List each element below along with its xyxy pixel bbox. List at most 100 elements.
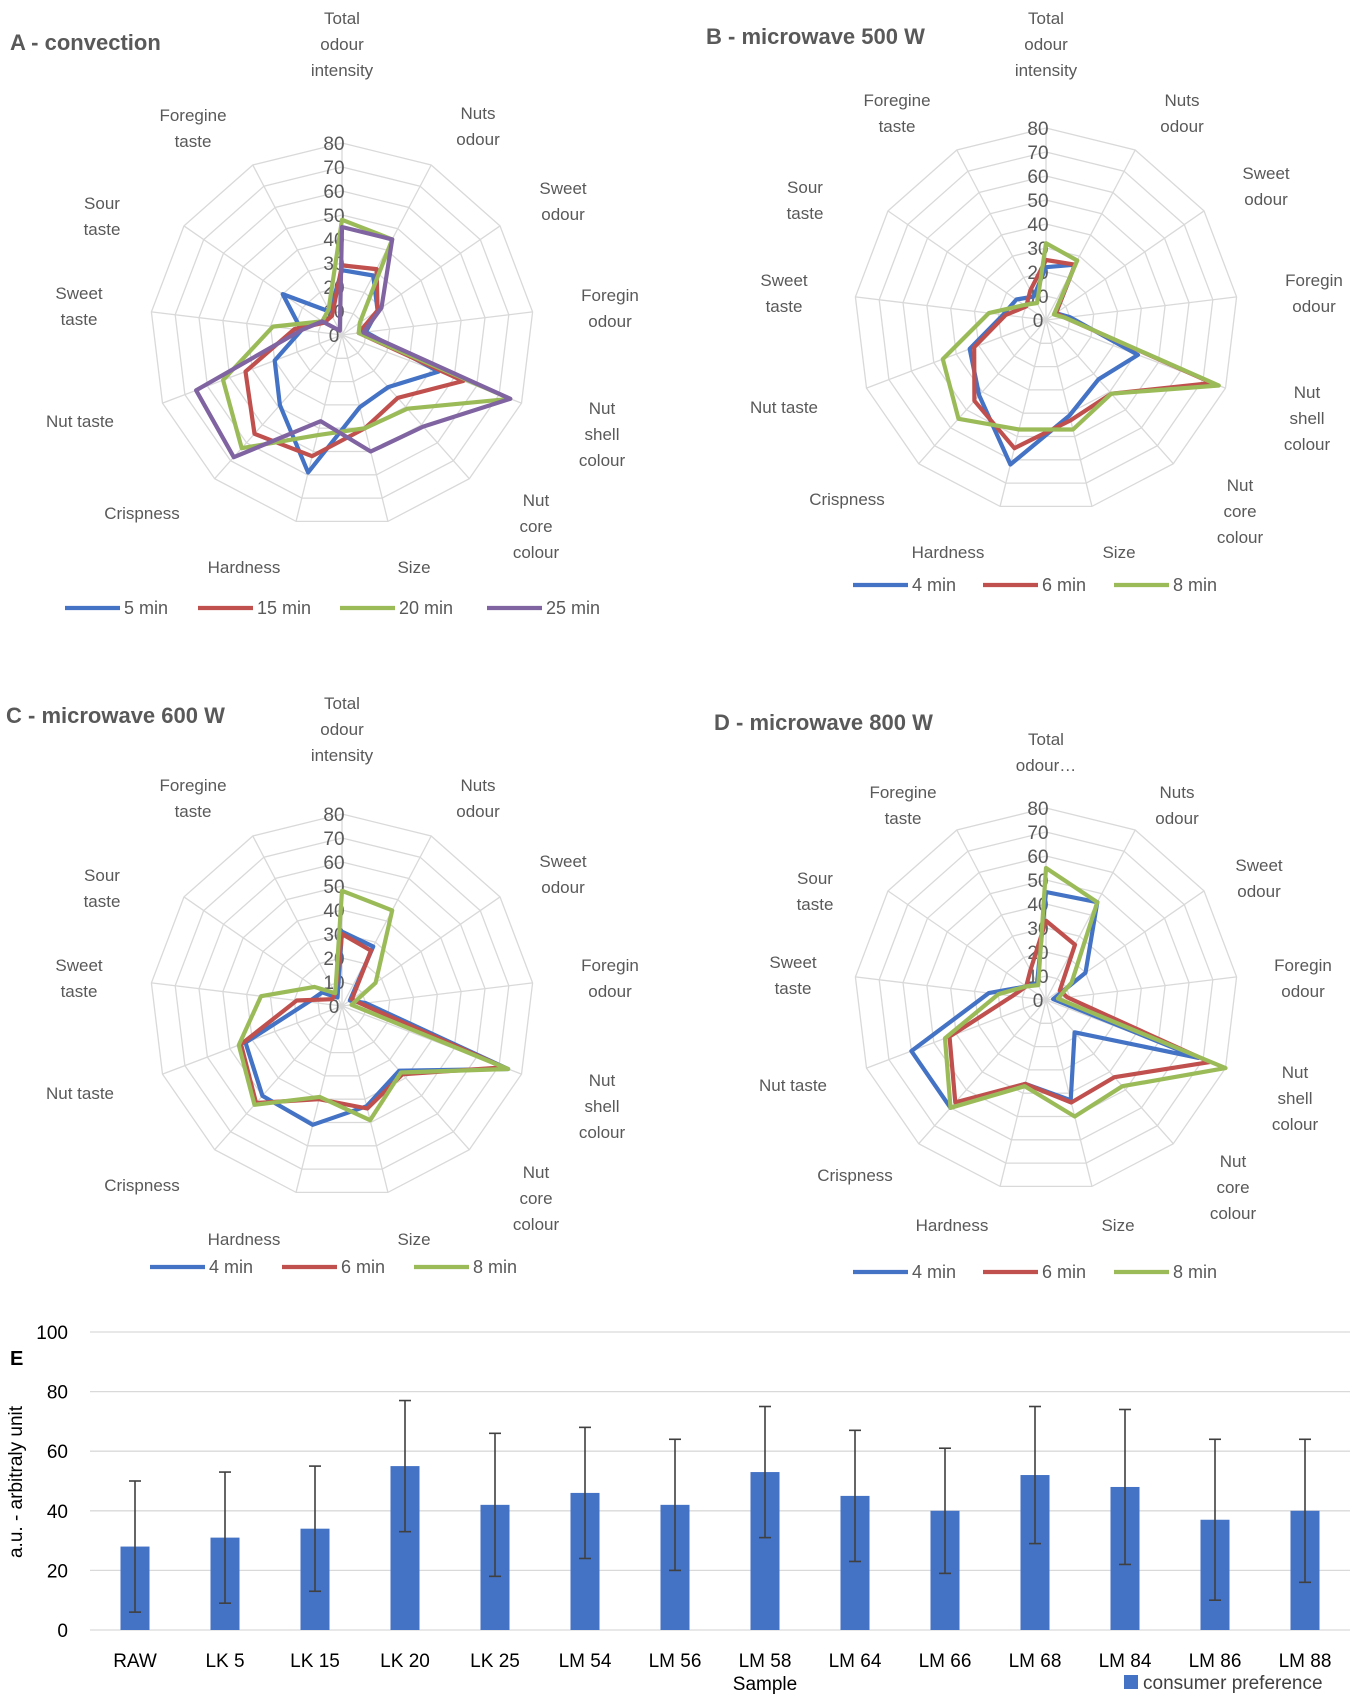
axis-label: Size (1101, 1216, 1134, 1235)
radar-spoke (887, 210, 1047, 321)
axis-label: Nuts odour (456, 104, 500, 149)
radar-gridline (854, 127, 1238, 508)
radar-spoke (999, 999, 1047, 1187)
y-tick-label: 40 (47, 1502, 68, 1523)
legend-label: 6 min (1042, 1262, 1086, 1282)
radar-spoke (295, 334, 343, 522)
axis-label: Sweet taste (769, 953, 817, 998)
radial-tick-label: 0 (1033, 311, 1044, 332)
axis-label: Hardness (912, 543, 985, 562)
series-line-8-min (940, 241, 1221, 432)
radial-tick-label: 60 (1027, 167, 1048, 188)
radar-gridline (997, 951, 1095, 1048)
radar-gridline (174, 837, 510, 1170)
radar-gridline (150, 142, 534, 523)
radial-tick-label: 80 (323, 134, 344, 155)
axis-label: Nut shell colour (1272, 1063, 1319, 1134)
axis-label: Sweet taste (760, 271, 808, 316)
radar-gridline (878, 831, 1214, 1164)
radar-gridline (293, 286, 391, 383)
radar-spoke (1045, 999, 1174, 1145)
radar-gridline (222, 214, 462, 453)
series-line-6-min (238, 931, 506, 1111)
legend-label: 20 min (399, 598, 453, 618)
radar-spoke (887, 890, 1047, 1001)
legend-swatch (1124, 1675, 1138, 1689)
radar-spoke (1045, 999, 1093, 1187)
radar-spoke (183, 225, 343, 336)
radar-spoke (341, 835, 432, 1007)
series-line-25-min (194, 224, 513, 460)
x-tick-label: LM 88 (1279, 1651, 1332, 1672)
radar-spoke (1045, 976, 1237, 1001)
legend-label: 15 min (257, 598, 311, 618)
legend-label: 8 min (1173, 575, 1217, 595)
x-tick-label: LM 84 (1099, 1651, 1152, 1672)
radar-panel-b: B - microwave 500 W01020304050607080Tota… (706, 9, 1343, 595)
x-tick-label: LM 64 (829, 1651, 882, 1672)
x-axis-title: Sample (733, 1674, 797, 1695)
axis-label: Sweet taste (55, 956, 103, 1001)
radial-tick-label: 50 (323, 877, 344, 898)
legend-label: 4 min (209, 1257, 253, 1277)
axis-label: Total odour intensity (1015, 9, 1078, 80)
axis-label: Nut core colour (513, 1163, 560, 1234)
x-tick-label: LK 15 (290, 1651, 340, 1672)
x-tick-label: LM 58 (739, 1651, 792, 1672)
panel-title: A - convection (10, 30, 161, 55)
x-tick-label: LM 68 (1009, 1651, 1062, 1672)
radar-spoke (918, 999, 1047, 1145)
radar-spoke (1045, 319, 1174, 465)
panel-title: E (10, 1348, 23, 1370)
radial-tick-label: 70 (1027, 143, 1048, 164)
radar-spoke (999, 319, 1047, 507)
radar-gridline (950, 223, 1142, 414)
radar-gridline (854, 807, 1238, 1188)
radial-tick-label: 0 (1033, 991, 1044, 1012)
axis-label: Nut shell colour (579, 1071, 626, 1142)
x-tick-label: LK 5 (205, 1651, 244, 1672)
radial-tick-label: 50 (323, 206, 344, 227)
radar-gridline (222, 885, 462, 1124)
radar-spoke (214, 1005, 343, 1151)
radar-spoke (252, 835, 343, 1007)
radar-gridline (926, 879, 1166, 1118)
legend-label: 25 min (546, 598, 600, 618)
series-line-4-min (967, 262, 1141, 467)
radial-tick-label: 0 (329, 997, 340, 1018)
axis-label: Sweet odour (539, 179, 587, 224)
radial-tick-label: 0 (329, 326, 340, 347)
radar-spoke (855, 296, 1047, 321)
axis-label: Foregin odour (1274, 956, 1332, 1001)
radar-gridline (973, 247, 1119, 391)
x-tick-label: RAW (113, 1651, 157, 1672)
axis-label: Sweet odour (539, 852, 587, 897)
axis-label: Crispness (104, 504, 180, 523)
axis-label: Foregin odour (581, 956, 639, 1001)
axis-label: Size (397, 558, 430, 577)
y-tick-label: 20 (47, 1561, 68, 1582)
radar-gridline (269, 933, 415, 1077)
axis-label: Sour taste (84, 194, 121, 239)
radar-spoke (341, 311, 533, 336)
radar-spoke (341, 1005, 389, 1193)
radial-tick-label: 60 (323, 182, 344, 203)
radar-spoke (162, 334, 343, 404)
y-tick-label: 100 (36, 1323, 68, 1344)
axis-label: Sweet taste (55, 284, 103, 329)
legend-label: 4 min (912, 1262, 956, 1282)
radial-tick-label: 70 (1027, 823, 1048, 844)
radar-gridline (902, 855, 1190, 1141)
radar-gridline (902, 175, 1190, 461)
axis-label: Hardness (916, 1216, 989, 1235)
axis-label: Crispness (104, 1176, 180, 1195)
radar-spoke (341, 334, 470, 480)
axis-label: Total odour intensity (311, 694, 374, 765)
legend-label: 6 min (341, 1257, 385, 1277)
axis-label: Nuts odour (1160, 91, 1204, 136)
radar-spoke (1045, 829, 1136, 1001)
radar-spoke (341, 225, 501, 336)
radar-spoke (1045, 296, 1237, 321)
legend-label: 5 min (124, 598, 168, 618)
